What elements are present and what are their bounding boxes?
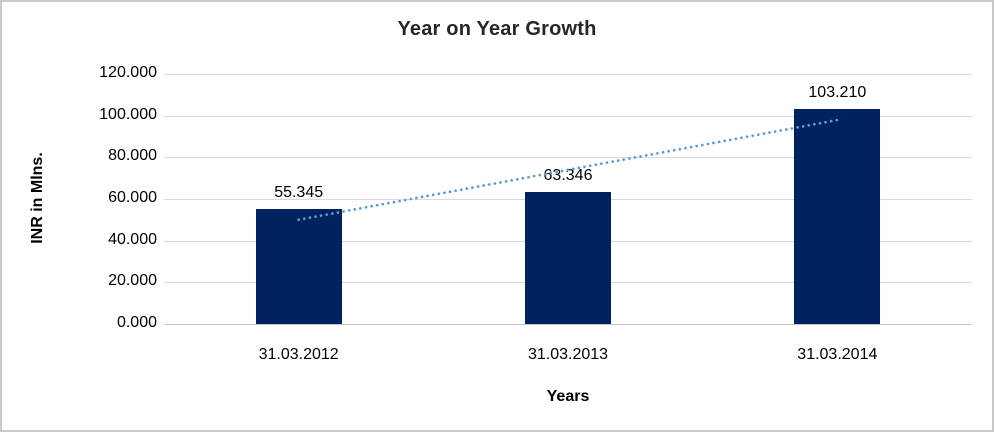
gridline (164, 115, 972, 117)
x-axis-title: Years (546, 388, 590, 405)
bar-31.03.2012 (255, 208, 342, 324)
data-label: 55.345 (274, 183, 324, 201)
data-label: 63.346 (543, 167, 593, 185)
gridline (164, 74, 972, 75)
chart-title: Year on Year Growth (397, 18, 597, 40)
y-tick-label: 40.000 (108, 230, 157, 248)
y-tick-label: 60.000 (108, 189, 157, 206)
bar-31.03.2013 (525, 192, 611, 324)
plot-area: 55.345 63.346 103.210 (164, 74, 972, 325)
y-tick-label: 80.000 (108, 147, 157, 165)
data-label: 103.210 (808, 83, 867, 101)
x-tick-label: 31.03.2014 (797, 346, 878, 363)
y-tick-label: 20.000 (108, 272, 157, 290)
y-axis: 0.000 20.000 40.000 60.000 80.000 100.000 120.… (2, 2, 157, 430)
x-tick-label: 31.03.2012 (258, 346, 339, 363)
x-tick-label: 31.03.2013 (527, 346, 609, 363)
x-axis-line (164, 324, 972, 325)
y-tick-label: 0.000 (116, 314, 157, 331)
x-axis: 31.03.2012 31.03.2013 31.03.2014 (2, 346, 992, 368)
y-tick-label: 120.000 (99, 64, 157, 81)
bar-31.03.2014 (794, 108, 881, 324)
y-tick-label: 100.000 (99, 105, 157, 123)
